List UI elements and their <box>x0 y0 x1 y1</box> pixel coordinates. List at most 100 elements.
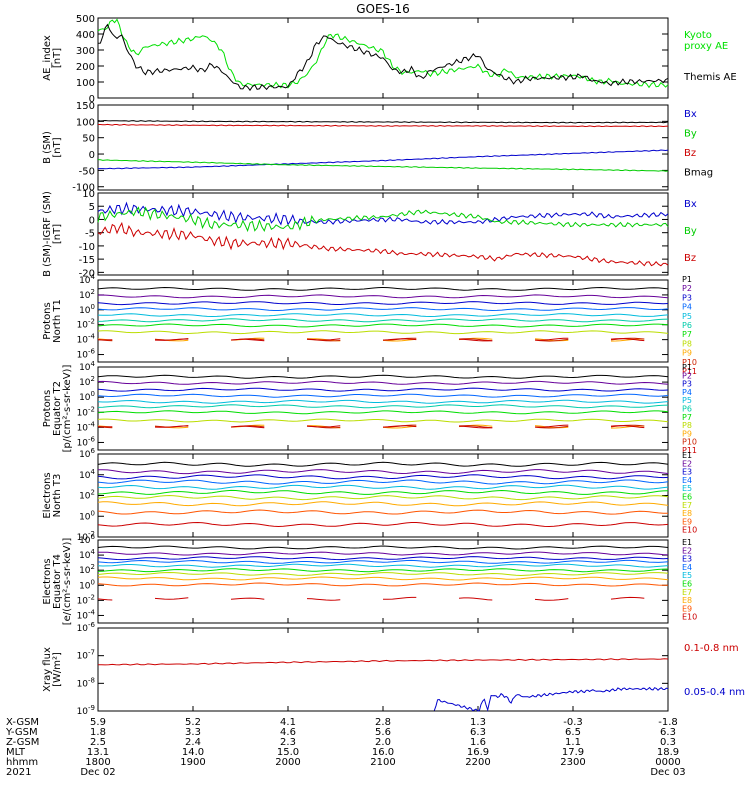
ephem-label: Y-GSM <box>5 727 38 738</box>
legend-bmag: Bmag <box>684 168 713 179</box>
channel-p10 <box>610 337 645 341</box>
channel-p11 <box>610 338 645 342</box>
channel-e8 <box>97 501 669 507</box>
legend-xray-short: 0.05-0.4 nm <box>684 687 745 698</box>
ephem-value: 2100 <box>370 757 395 768</box>
ephem-value: 0000 <box>655 757 680 768</box>
channel-e10 <box>534 598 569 601</box>
series-xray-short <box>433 686 669 712</box>
legend-p9: P9 <box>682 429 692 438</box>
channel-e4 <box>97 559 669 564</box>
series-bx <box>97 149 669 170</box>
y-tick-label: 10-2 <box>77 318 95 331</box>
channel-p9 <box>534 425 569 429</box>
y-tick-label: -100 <box>72 183 95 194</box>
channel-e5 <box>97 484 669 490</box>
series-bmag <box>97 119 669 124</box>
ephem-value: 5.6 <box>375 727 391 738</box>
y-axis-label: ProtonsNorth T1 <box>42 299 63 343</box>
legend-e5: E5 <box>682 484 692 493</box>
legend-e9: E9 <box>682 517 692 526</box>
ephem-value: 6.3 <box>660 727 676 738</box>
panel-frame <box>97 627 669 712</box>
ephem-value: 1.8 <box>90 727 106 738</box>
y-tick-label: 200 <box>76 62 95 73</box>
y-tick-label: 10-9 <box>77 704 95 717</box>
legend-p5: P5 <box>682 312 692 321</box>
channel-p11 <box>154 425 189 428</box>
legend-bz: Bz <box>684 148 696 159</box>
legend-by: By <box>684 226 697 237</box>
channel-p10 <box>534 425 569 429</box>
channel-p11 <box>458 338 493 342</box>
legend-p2: P2 <box>682 371 692 380</box>
y-tick-label: 10-2 <box>77 405 95 418</box>
legend-p1: P1 <box>682 275 692 284</box>
legend-p4: P4 <box>682 388 692 397</box>
ephem-value: 2.5 <box>90 737 106 748</box>
y-tick-label: 100 <box>79 578 95 591</box>
y-tick-label: 10 <box>82 189 95 200</box>
legend-e3: E3 <box>682 555 692 564</box>
y-tick-label: 102 <box>79 563 95 576</box>
y-tick-label: 0 <box>89 215 95 226</box>
y-axis-label: B (SM)[nT] <box>42 131 63 164</box>
series-bz <box>98 123 669 128</box>
year-label: 2021 <box>6 767 31 778</box>
y-axis-label: AE_index[nT] <box>42 35 63 81</box>
y-tick-label: 10-7 <box>77 649 95 662</box>
series-bz <box>97 221 669 267</box>
channel-p6 <box>97 318 669 323</box>
legend-bx: Bx <box>684 199 697 210</box>
ephem-value: 2.4 <box>185 737 201 748</box>
channel-e10 <box>97 521 669 528</box>
y-axis-label: B (SM)-IGRF (SM)[nT] <box>42 191 63 277</box>
series-kyoto-proxy-ae <box>97 18 669 89</box>
legend-p10: P10 <box>682 358 697 367</box>
ephem-value: 16.9 <box>467 747 489 758</box>
panel-frame <box>97 366 669 451</box>
legend-p6: P6 <box>682 321 692 330</box>
legend-p5: P5 <box>682 396 692 405</box>
channel-p6 <box>97 404 669 409</box>
y-axis-label: Xray flux[W/m²] <box>42 647 63 692</box>
legend-by: By <box>684 129 697 140</box>
legend-p6: P6 <box>682 405 692 414</box>
legend-e3: E3 <box>682 468 692 477</box>
channel-p7 <box>97 323 669 328</box>
y-axis-label: ElectronsNorth T3 <box>42 472 63 518</box>
legend-e10: E10 <box>682 526 697 535</box>
legend-p4: P4 <box>682 303 692 312</box>
y-tick-label: 0 <box>89 94 95 105</box>
ephem-value: 3.3 <box>185 727 201 738</box>
channel-e6 <box>97 489 669 495</box>
channel-p4 <box>97 393 669 398</box>
y-tick-label: 10-6 <box>77 435 96 448</box>
legend-e2: E2 <box>682 546 692 555</box>
panel-e2: 106 104 102 100 10-2 10-4 ElectronsEquator T4[… <box>42 533 697 625</box>
legend-p7: P7 <box>682 413 692 422</box>
y-tick-label: 104 <box>79 273 95 286</box>
legend-p2: P2 <box>682 284 692 293</box>
channel-p11 <box>382 338 417 341</box>
channel-p9 <box>382 338 417 342</box>
channel-p11 <box>154 338 189 341</box>
legend-e4: E4 <box>682 563 692 572</box>
ephem-value: 1.6 <box>470 737 486 748</box>
ephem-value: 2200 <box>465 757 490 768</box>
ephem-label: Z-GSM <box>6 737 39 748</box>
channel-p11 <box>230 425 265 429</box>
channel-p11 <box>610 425 645 429</box>
ephem-value: 18.9 <box>657 747 679 758</box>
legend-p3: P3 <box>682 380 692 389</box>
y-tick-label: 100 <box>79 303 95 316</box>
y-tick-label: 5 <box>89 202 95 213</box>
ephem-value: 15.0 <box>277 747 299 758</box>
channel-e3 <box>97 556 669 561</box>
channel-p9 <box>610 338 645 342</box>
legend-p7: P7 <box>682 330 692 339</box>
ephem-value: 1.3 <box>470 717 486 728</box>
legend-p9: P9 <box>682 349 692 358</box>
